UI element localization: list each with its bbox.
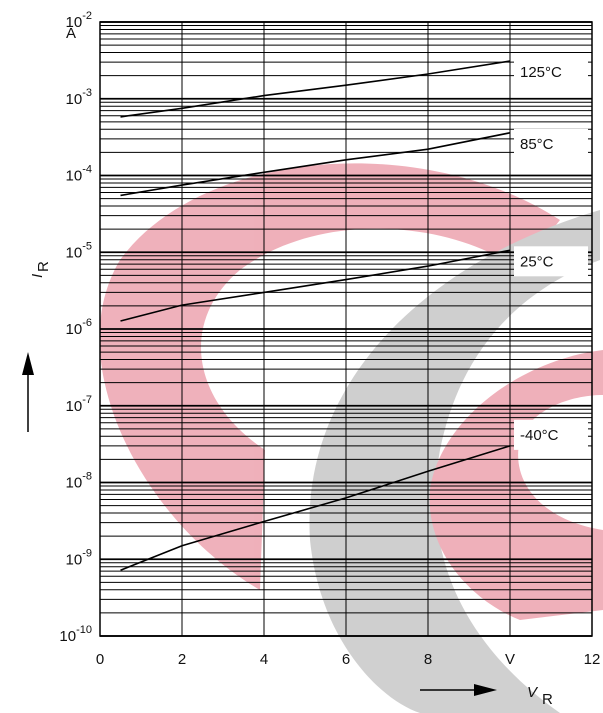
y-unit: A bbox=[66, 25, 76, 42]
x-tick-label: 2 bbox=[178, 651, 186, 668]
x-tick-label: V bbox=[505, 651, 515, 668]
y-tick-label: 10-10 bbox=[59, 624, 92, 645]
series-label: 125°C bbox=[520, 64, 562, 81]
x-tick-label: 6 bbox=[342, 651, 350, 668]
y-axis-label-sub: R bbox=[35, 261, 52, 272]
x-tick-label: 8 bbox=[424, 651, 432, 668]
y-tick-label: 10-5 bbox=[66, 240, 92, 261]
y-tick-label: 10-6 bbox=[66, 317, 92, 338]
y-tick-label: 10-7 bbox=[66, 394, 92, 415]
y-tick-label: 10-4 bbox=[66, 164, 92, 185]
x-tick-label: 0 bbox=[96, 651, 104, 668]
series-label: -40°C bbox=[520, 427, 559, 444]
y-tick-label: 10-8 bbox=[66, 471, 92, 492]
series-label: 25°C bbox=[520, 253, 554, 270]
series-line bbox=[121, 61, 511, 117]
x-axis-label-sub: R bbox=[542, 691, 553, 708]
series-label: 85°C bbox=[520, 136, 554, 153]
y-tick-label: 10-3 bbox=[66, 87, 92, 108]
y-axis-label: I bbox=[29, 274, 46, 278]
y-axis-label-group: IR bbox=[29, 261, 52, 278]
y-tick-label: 10-9 bbox=[66, 547, 92, 568]
x-tick-label: 12 bbox=[584, 651, 601, 668]
y-arrow-head bbox=[22, 352, 34, 375]
x-tick-label: 4 bbox=[260, 651, 268, 668]
chart: 125°C 85°C 25°C -40°C 10-10 10-9 10-8 10-7 10-6… bbox=[0, 0, 603, 713]
